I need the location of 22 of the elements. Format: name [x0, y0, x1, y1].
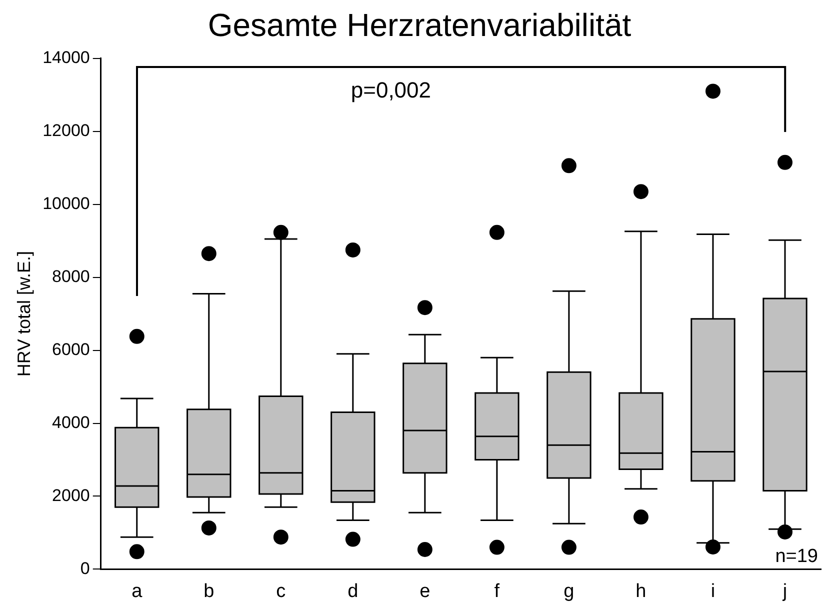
x-tick-label: c: [276, 580, 286, 602]
x-tick-label: d: [348, 580, 358, 602]
x-tick-label: e: [420, 580, 430, 602]
x-tick-label: j: [782, 580, 788, 602]
y-tick-label: 14000: [42, 48, 90, 68]
annotation: n=19: [775, 546, 818, 567]
x-tick-label: i: [710, 580, 716, 602]
y-axis-title: HRV total [w.E.]: [14, 250, 34, 377]
x-tick-label: b: [204, 580, 214, 602]
y-tick-label: 12000: [42, 121, 90, 140]
y-tick-label: 0: [80, 558, 90, 578]
x-tick-label: a: [132, 580, 143, 602]
x-tick-label: g: [564, 580, 574, 602]
annotation: p=0,002: [350, 77, 432, 102]
y-tick-label: 8000: [52, 267, 90, 286]
x-tick-label: h: [636, 580, 646, 602]
y-tick-label: 6000: [52, 340, 90, 359]
y-tick-label: 4000: [52, 412, 90, 432]
y-tick-label: 2000: [52, 486, 90, 505]
x-tick-label: f: [494, 580, 500, 602]
y-tick-label: 10000: [42, 194, 90, 214]
chart-title: Gesamte Herzratenvariabilität: [208, 7, 632, 44]
